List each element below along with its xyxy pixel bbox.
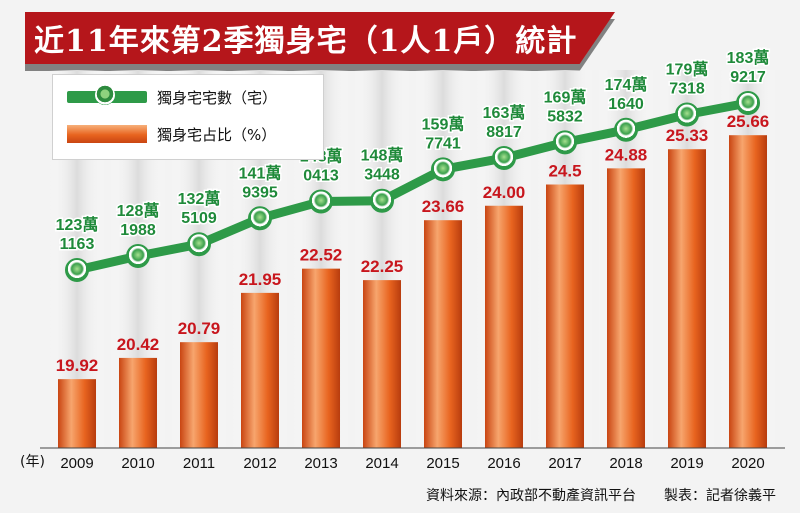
line-point-ring [187, 232, 211, 257]
line-value-label-bottom: 9395 [242, 184, 278, 201]
line-point-2014 [371, 189, 393, 212]
bar-2019 [668, 149, 706, 448]
line-value-label-bottom: 5109 [181, 210, 217, 227]
line-value-label-top: 169萬 [544, 87, 587, 106]
bar-2014 [363, 280, 401, 448]
line-point-ring [65, 258, 89, 282]
line-point-ring [736, 91, 760, 115]
x-tick-label: 2011 [183, 455, 215, 472]
line-value-label-top: 141萬 [239, 163, 282, 182]
x-tick-label: 2017 [548, 455, 581, 472]
bar-value-label: 24.00 [483, 183, 526, 202]
x-tick-label: 2015 [426, 455, 459, 472]
line-point-2013 [310, 190, 332, 213]
line-value-label-top: 123萬 [56, 215, 99, 234]
bar-value-label: 22.25 [361, 257, 404, 276]
x-axis-unit: (年) [20, 454, 45, 470]
x-tick-label: 2020 [731, 455, 764, 472]
source-note: 資料來源：內政部不動產資訊平台 製表：記者徐義平 [426, 488, 776, 504]
line-point-ring [675, 102, 699, 127]
line-point-2018 [615, 118, 637, 141]
line-point-ring [126, 244, 150, 269]
chart-title: 近11年來第2季獨身宅（1人1戶）統計 [34, 24, 578, 59]
x-tick-label: 2012 [243, 455, 276, 472]
line-point-2020 [737, 92, 759, 114]
x-tick-label: 2014 [365, 455, 398, 472]
bar-2013 [302, 268, 340, 448]
bar-value-label: 20.79 [178, 319, 221, 338]
line-point-2017 [554, 131, 576, 154]
x-tick-label: 2009 [60, 455, 93, 472]
legend-bar-swatch [67, 125, 147, 143]
bar-2018 [607, 168, 645, 448]
x-tick-label: 2010 [121, 455, 154, 472]
bar-value-label: 25.66 [727, 112, 770, 131]
bar-value-label: 22.52 [300, 246, 343, 265]
line-point-ring [614, 117, 638, 142]
line-point-2015 [432, 158, 454, 181]
bar-value-label: 19.92 [56, 356, 99, 375]
line-value-label-bottom: 8817 [486, 124, 522, 141]
line-point-ring [492, 146, 516, 171]
line-value-label-bottom: 7741 [425, 135, 461, 152]
x-tick-label: 2018 [609, 455, 642, 472]
bar-2017 [546, 184, 584, 448]
line-point-ring [553, 130, 577, 155]
line-value-label-bottom: 1163 [60, 236, 95, 253]
bar-2009 [58, 379, 96, 448]
bar-value-label: 25.33 [666, 126, 709, 145]
line-point-ring [431, 157, 455, 182]
legend: 獨身宅宅數（宅） 獨身宅占比（%） [52, 74, 324, 160]
bar-value-label: 24.5 [548, 162, 581, 181]
line-value-label-bottom: 1988 [120, 222, 156, 239]
bar-value-label: 21.95 [239, 270, 282, 289]
line-value-label-bottom: 1640 [608, 96, 644, 113]
line-value-label-top: 128萬 [117, 201, 160, 220]
line-point-ring [248, 206, 272, 231]
bar-value-label: 24.88 [605, 145, 648, 164]
line-value-label-top: 179萬 [666, 60, 709, 79]
line-point-ring [309, 189, 333, 214]
bar-2015 [424, 220, 462, 448]
line-point-2012 [249, 207, 271, 230]
bar-value-label: 20.42 [117, 335, 160, 354]
line-value-label-bottom: 0413 [303, 168, 339, 185]
line-point-ring [370, 188, 394, 213]
line-value-label-top: 159萬 [422, 114, 465, 133]
x-tick-label: 2013 [304, 455, 337, 472]
line-point-2016 [493, 147, 515, 170]
bar-2016 [485, 205, 523, 448]
bar-2012 [241, 292, 279, 448]
line-value-label-bottom: 5832 [547, 108, 583, 125]
legend-dot-icon [95, 85, 115, 105]
bar-2011 [180, 342, 218, 448]
line-value-label-top: 183萬 [727, 48, 770, 67]
line-value-label-top: 163萬 [483, 103, 526, 122]
line-value-label-top: 148萬 [361, 146, 404, 165]
line-value-label-top: 132萬 [178, 189, 221, 208]
line-value-label-bottom: 7318 [669, 81, 705, 98]
legend-bar-label: 獨身宅占比（%） [157, 126, 277, 144]
line-point-2010 [127, 245, 149, 268]
line-point-2009 [66, 259, 88, 281]
x-tick-label: 2016 [487, 455, 520, 472]
line-point-2019 [676, 103, 698, 126]
x-tick-label: 2019 [670, 455, 703, 472]
bar-2010 [119, 357, 157, 448]
line-value-label-bottom: 3448 [364, 167, 400, 184]
line-value-label-top: 174萬 [605, 75, 648, 94]
line-point-2011 [188, 233, 210, 256]
line-value-label-bottom: 9217 [730, 69, 766, 86]
bar-value-label: 23.66 [422, 197, 465, 216]
title-banner [25, 12, 615, 64]
bar-2020 [729, 135, 767, 448]
legend-line-label: 獨身宅宅數（宅） [157, 89, 278, 107]
